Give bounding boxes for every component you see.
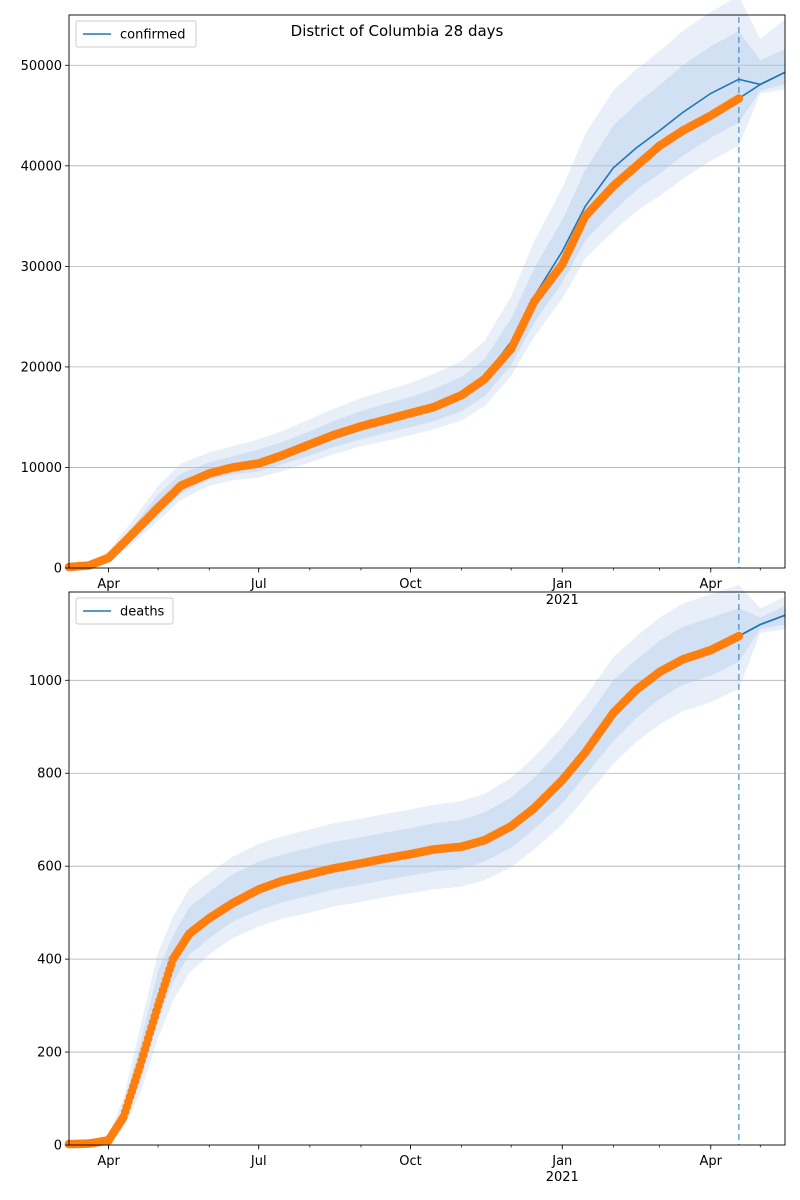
x-tick-label: Jan xyxy=(551,577,572,592)
y-tick-label: 0 xyxy=(54,1139,62,1154)
x-tick-label: Apr xyxy=(97,577,120,592)
plot-frame xyxy=(68,591,786,1146)
observed-points xyxy=(64,631,744,1149)
x-tick-label: Apr xyxy=(97,1154,120,1169)
observed-point xyxy=(734,94,744,103)
y-tick-label: 30000 xyxy=(21,260,62,275)
confirmed-panel: 0 10000 20000 30000 40000 50000 Apr Jul Oct Jan20… xyxy=(21,0,786,608)
y-tick-label: 600 xyxy=(37,860,62,875)
x-tick-sublabel: 2021 xyxy=(546,593,579,608)
x-tick-label: Apr xyxy=(700,1154,723,1169)
uncertainty-bands xyxy=(69,0,785,569)
grid xyxy=(69,64,785,468)
y-tick-label: 0 xyxy=(54,562,62,577)
uncertainty-band xyxy=(69,0,785,568)
x-tick-label: Apr xyxy=(700,577,723,592)
uncertainty-band xyxy=(69,31,785,569)
x-tick-label: Jan xyxy=(551,1154,572,1169)
x-tick-label: Oct xyxy=(399,577,421,592)
y-tick-label: 10000 xyxy=(21,461,62,476)
y-tick-label: 40000 xyxy=(21,159,62,174)
uncertainty-band xyxy=(69,605,785,1145)
uncertainty-bands xyxy=(69,585,785,1145)
legend: confirmed xyxy=(75,20,197,48)
y-tick-label: 50000 xyxy=(21,59,62,74)
legend-box xyxy=(75,20,197,48)
y-tick-label: 20000 xyxy=(21,360,62,375)
y-tick-label: 200 xyxy=(37,1046,62,1061)
observed-point xyxy=(734,631,744,641)
legend-label-deaths: deaths xyxy=(120,605,165,620)
x-tick-label: Jul xyxy=(250,577,267,592)
x-tick-sublabel: 2021 xyxy=(546,1170,579,1185)
forecast-line xyxy=(738,614,786,637)
axes: 0 10000 20000 30000 40000 50000 Apr Jul Oct Jan20… xyxy=(21,14,786,608)
grid xyxy=(69,679,785,1053)
y-tick-label: 400 xyxy=(37,953,62,968)
uncertainty-band xyxy=(69,585,785,1145)
forecast-line xyxy=(738,71,786,100)
x-tick-label: Jul xyxy=(250,1154,267,1169)
legend-label-confirmed: confirmed xyxy=(120,28,186,43)
y-tick-label: 800 xyxy=(37,767,62,782)
legend-box xyxy=(75,597,174,625)
plot-frame xyxy=(68,14,786,569)
x-tick-label: Oct xyxy=(399,1154,421,1169)
legend: deaths xyxy=(75,597,174,625)
chart-title: District of Columbia 28 days xyxy=(291,22,504,40)
y-tick-label: 1000 xyxy=(29,674,62,689)
